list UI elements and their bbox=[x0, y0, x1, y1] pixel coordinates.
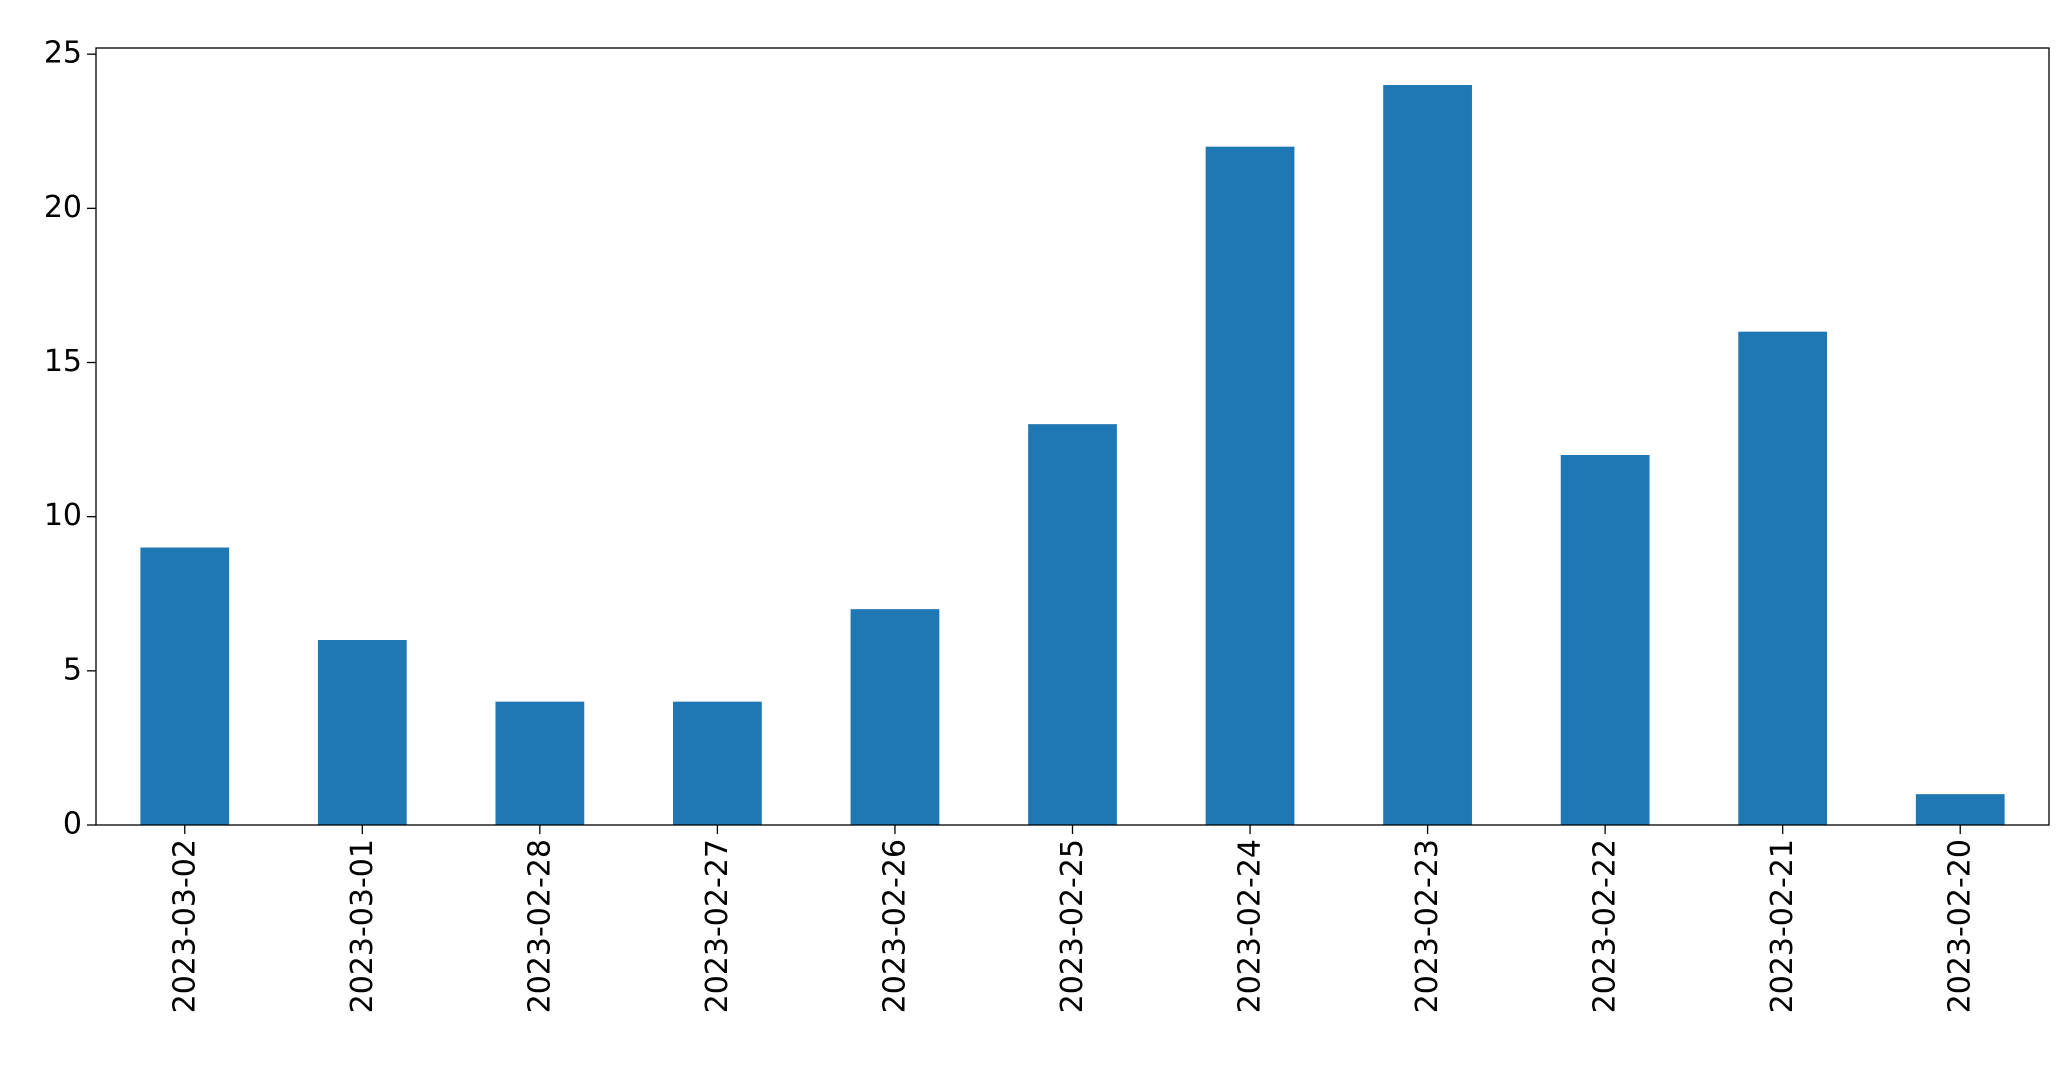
bar bbox=[673, 701, 762, 825]
x-tick-label: 2023-03-01 bbox=[345, 839, 380, 1013]
bar bbox=[1028, 424, 1117, 825]
bar bbox=[495, 701, 585, 825]
bar bbox=[1738, 331, 1828, 825]
y-tick-label: 0 bbox=[63, 807, 82, 842]
bar bbox=[850, 609, 940, 825]
x-tick-label: 2023-02-23 bbox=[1410, 839, 1445, 1013]
y-tick-label: 5 bbox=[63, 652, 82, 687]
x-tick-label: 2023-02-25 bbox=[1055, 839, 1090, 1013]
y-tick-label: 15 bbox=[44, 344, 82, 379]
x-tick-label: 2023-03-02 bbox=[167, 839, 202, 1013]
bar bbox=[1383, 85, 1472, 825]
x-tick-label: 2023-02-22 bbox=[1588, 839, 1623, 1013]
x-tick-label: 2023-02-24 bbox=[1233, 839, 1268, 1013]
x-tick-label: 2023-02-26 bbox=[877, 839, 912, 1013]
bar bbox=[317, 640, 407, 825]
x-tick-label: 2023-02-21 bbox=[1765, 839, 1800, 1013]
y-tick-label: 25 bbox=[44, 36, 82, 71]
bar bbox=[1915, 794, 2005, 825]
x-tick-label: 2023-02-20 bbox=[1943, 839, 1978, 1013]
y-tick-label: 20 bbox=[44, 190, 82, 225]
y-tick-label: 10 bbox=[44, 498, 82, 533]
x-tick-label: 2023-02-27 bbox=[700, 839, 735, 1013]
plot-frame bbox=[95, 47, 2050, 826]
bar bbox=[140, 547, 230, 825]
bar bbox=[1205, 146, 1295, 825]
x-tick-label: 2023-02-28 bbox=[522, 839, 557, 1013]
bar bbox=[1560, 455, 1650, 825]
